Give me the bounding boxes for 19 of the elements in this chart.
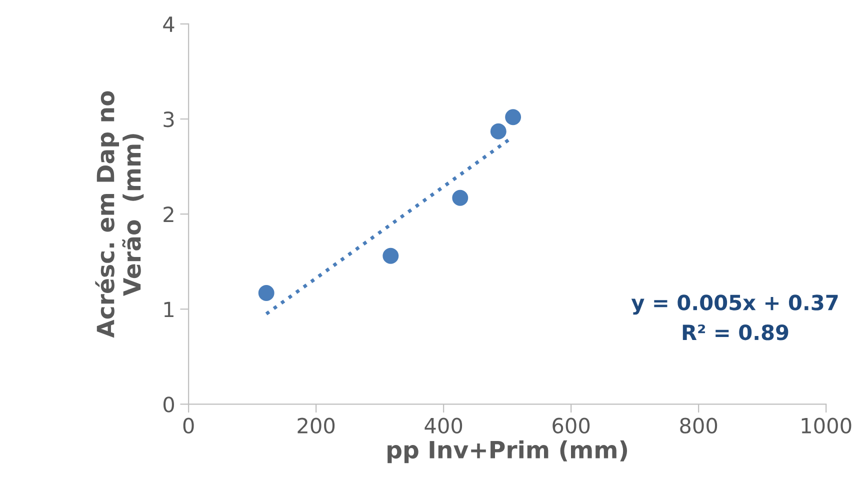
y-axis-title: Acrésc. em Dap no Verão (mm) — [95, 91, 144, 338]
annotation: y = 0.005x + 0.37 R² = 0.89 — [631, 294, 838, 340]
y-tick-label: 3 — [164, 111, 174, 128]
x-tick-label: 200 — [298, 418, 335, 434]
y-tick-label: 1 — [164, 302, 174, 318]
x-tick-label: 400 — [424, 418, 462, 434]
y-tick-label: 4 — [163, 16, 174, 32]
x-tick-label: 600 — [552, 418, 590, 434]
x-tick-label: 1000 — [802, 418, 852, 434]
x-tick-label: 0 — [183, 418, 194, 434]
point — [490, 123, 506, 140]
y-tick-label: 2 — [164, 206, 174, 222]
y-tick-label: 0 — [163, 396, 174, 412]
x-tick-label: 800 — [680, 418, 718, 434]
point — [258, 284, 274, 301]
point — [452, 190, 468, 206]
point — [505, 109, 522, 126]
x-axis-title: pp Inv+Prim (mm) — [388, 440, 628, 464]
point — [382, 248, 399, 264]
